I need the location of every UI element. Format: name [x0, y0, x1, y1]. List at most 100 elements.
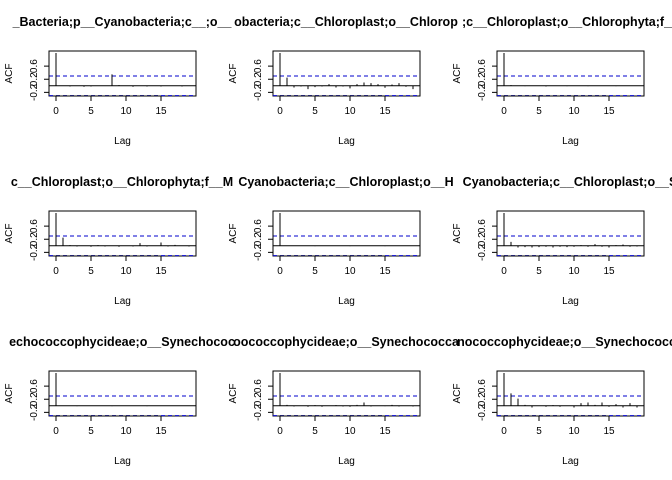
y-axis-label: ACF	[228, 384, 239, 404]
y-tick-label: -0.2	[477, 83, 488, 101]
panel-title: Cyanobacteria;c__Chloroplast;o__H	[238, 175, 453, 189]
y-tick-label: 0.6	[253, 59, 264, 73]
x-tick-label: 10	[344, 106, 356, 117]
x-tick-label: 15	[155, 426, 167, 437]
y-tick-label: 0.2	[477, 72, 488, 86]
acf-panel-5: Cyanobacteria;c__Chloroplast;o__H 0 5 10 15 -…	[228, 175, 454, 307]
y-tick-label: 0.6	[477, 219, 488, 233]
x-axis-label: Lag	[562, 136, 579, 147]
x-axis-label: Lag	[562, 456, 579, 467]
y-tick-label: 0.2	[477, 232, 488, 246]
x-tick-label: 0	[53, 266, 59, 277]
panel-title: echococcophycideae;o__Synechococ	[9, 335, 235, 349]
y-tick-label: 0.2	[29, 392, 40, 406]
plot-frame	[272, 370, 421, 417]
plot-frame	[272, 50, 421, 97]
x-tick-label: 10	[344, 426, 356, 437]
panel-title: c__Chloroplast;o__Chlorophyta;f__M	[11, 175, 233, 189]
y-tick-label: -0.2	[29, 403, 40, 421]
x-tick-label: 0	[53, 426, 59, 437]
x-tick-label: 0	[501, 106, 507, 117]
x-tick-label: 5	[536, 426, 542, 437]
x-tick-label: 15	[603, 106, 615, 117]
plot-frame	[48, 210, 197, 257]
y-tick-label: 0.2	[253, 72, 264, 86]
x-axis-label: Lag	[562, 296, 579, 307]
x-tick-label: 15	[155, 266, 167, 277]
x-axis-label: Lag	[114, 296, 131, 307]
y-tick-label: 0.2	[29, 72, 40, 86]
x-tick-label: 5	[312, 266, 318, 277]
y-tick-label: 0.6	[29, 219, 40, 233]
y-tick-label: 0.6	[29, 379, 40, 393]
x-tick-label: 5	[536, 266, 542, 277]
y-tick-label: 0.6	[477, 59, 488, 73]
y-axis-label: ACF	[4, 224, 15, 244]
x-tick-label: 5	[88, 266, 94, 277]
y-tick-label: -0.2	[29, 83, 40, 101]
x-tick-label: 10	[568, 106, 580, 117]
y-tick-label: -0.2	[253, 403, 264, 421]
y-tick-label: -0.2	[253, 83, 264, 101]
x-tick-label: 10	[120, 106, 132, 117]
y-axis-label: ACF	[452, 224, 463, 244]
y-tick-label: 0.6	[29, 59, 40, 73]
x-tick-label: 10	[120, 426, 132, 437]
y-tick-label: 0.6	[253, 219, 264, 233]
x-axis-label: Lag	[338, 456, 355, 467]
x-tick-label: 5	[536, 106, 542, 117]
x-tick-label: 0	[501, 426, 507, 437]
panel-title: _Bacteria;p__Cyanobacteria;c__;o__	[12, 15, 233, 29]
x-tick-label: 5	[88, 426, 94, 437]
x-axis-label: Lag	[114, 456, 131, 467]
plot-frame	[496, 370, 645, 417]
y-tick-label: -0.2	[477, 403, 488, 421]
acf-panel-7: echococcophycideae;o__Synechococ 0 5 10 15 -0…	[4, 335, 235, 467]
acf-panel-3: ;c__Chloroplast;o__Chlorophyta;f__ 0 5 10 15…	[452, 15, 672, 147]
x-tick-label: 15	[379, 426, 391, 437]
y-tick-label: 0.6	[477, 379, 488, 393]
plot-frame	[496, 50, 645, 97]
x-tick-label: 10	[344, 266, 356, 277]
x-tick-label: 5	[312, 426, 318, 437]
y-axis-label: ACF	[228, 64, 239, 84]
panel-title: obacteria;c__Chloroplast;o__Chlorop	[234, 15, 458, 29]
y-tick-label: 0.2	[29, 232, 40, 246]
x-axis-label: Lag	[114, 136, 131, 147]
y-axis-label: ACF	[452, 384, 463, 404]
y-axis-label: ACF	[4, 384, 15, 404]
acf-panel-4: c__Chloroplast;o__Chlorophyta;f__M 0 5 10 15…	[4, 175, 233, 307]
panel-title: nococcophycideae;o__Synechococca	[457, 335, 672, 349]
plot-frame	[48, 50, 197, 97]
x-tick-label: 0	[277, 426, 283, 437]
x-axis-label: Lag	[338, 296, 355, 307]
y-tick-label: 0.2	[253, 392, 264, 406]
y-tick-label: 0.2	[253, 232, 264, 246]
acf-panel-9: nococcophycideae;o__Synechococca 0 5 10 15 -0…	[452, 335, 672, 467]
plot-frame	[48, 370, 197, 417]
x-tick-label: 0	[501, 266, 507, 277]
y-axis-label: ACF	[4, 64, 15, 84]
y-tick-label: 0.2	[477, 392, 488, 406]
x-tick-label: 10	[568, 426, 580, 437]
y-axis-label: ACF	[228, 224, 239, 244]
acf-panel-2: obacteria;c__Chloroplast;o__Chlorop 0 5 10 1…	[228, 15, 458, 147]
x-tick-label: 10	[120, 266, 132, 277]
x-tick-label: 5	[312, 106, 318, 117]
x-tick-label: 15	[603, 266, 615, 277]
x-tick-label: 0	[277, 106, 283, 117]
panel-title: ;c__Chloroplast;o__Chlorophyta;f__	[462, 15, 672, 29]
y-tick-label: -0.2	[477, 243, 488, 261]
x-tick-label: 15	[379, 266, 391, 277]
x-tick-label: 0	[53, 106, 59, 117]
x-tick-label: 15	[603, 426, 615, 437]
x-tick-label: 15	[379, 106, 391, 117]
y-tick-label: -0.2	[29, 243, 40, 261]
plot-frame	[496, 210, 645, 257]
x-tick-label: 0	[277, 266, 283, 277]
acf-panel-6: Cyanobacteria;c__Chloroplast;o__S 0 5 10 15 -…	[452, 175, 672, 307]
y-tick-label: 0.6	[253, 379, 264, 393]
y-axis-label: ACF	[452, 64, 463, 84]
x-tick-label: 15	[155, 106, 167, 117]
panel-title: Cyanobacteria;c__Chloroplast;o__S	[463, 175, 672, 189]
